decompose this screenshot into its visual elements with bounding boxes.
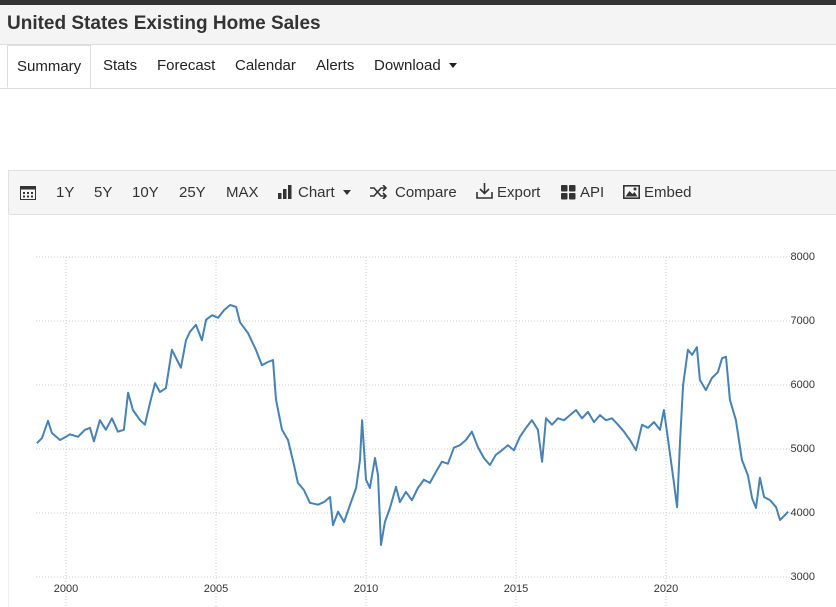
y-tick-label: 6000: [791, 379, 815, 391]
range-button[interactable]: MAX: [226, 184, 259, 201]
tab[interactable]: Forecast: [157, 57, 216, 74]
x-tick-label: 2000: [54, 583, 78, 595]
y-tick-label: 8000: [791, 251, 815, 263]
top-bar: [0, 0, 836, 5]
y-tick-label: 7000: [791, 315, 815, 327]
x-tick-label: 2020: [654, 583, 678, 595]
range-button[interactable]: 10Y: [132, 184, 159, 201]
tab[interactable]: Stats: [103, 57, 138, 74]
chart-icon: [278, 185, 292, 199]
y-tick-label: 4000: [791, 507, 815, 519]
chart-panel: [8, 214, 836, 607]
embed-button[interactable]: Embed: [644, 184, 692, 201]
chart-menu[interactable]: Chart: [298, 184, 335, 201]
caret: [343, 190, 351, 195]
compare-icon: [370, 185, 388, 199]
tab-bar: Summary Stats Forecast Calendar Alerts D…: [0, 45, 836, 89]
data-line: [36, 304, 789, 546]
compare-button[interactable]: Compare: [395, 184, 457, 201]
page-title: United States Existing Home Sales: [7, 13, 321, 34]
export-button[interactable]: Export: [497, 184, 541, 201]
x-tick-label: 2015: [504, 583, 528, 595]
tab[interactable]: Download: [374, 57, 441, 74]
range-button[interactable]: 5Y: [94, 184, 113, 201]
x-tick-label: 2005: [204, 583, 228, 595]
y-tick-label: 3000: [791, 571, 815, 583]
y-tick-label: 5000: [791, 443, 815, 455]
api-button[interactable]: API: [580, 184, 605, 201]
calendar-icon[interactable]: [20, 185, 36, 200]
tab[interactable]: Summary: [7, 45, 91, 88]
tab[interactable]: Calendar: [235, 57, 296, 74]
range-button[interactable]: 1Y: [56, 184, 75, 201]
x-tick-label: 2010: [354, 583, 378, 595]
api-icon: [561, 185, 576, 200]
title-bar: United States Existing Home Sales: [0, 5, 836, 45]
range-button[interactable]: 25Y: [179, 184, 206, 201]
toolbar: 1Y 5Y 10Y 25Y MAX Chart Compare Export A…: [8, 170, 836, 215]
embed-icon: [623, 185, 640, 199]
caret: [449, 63, 457, 68]
export-icon: [476, 183, 493, 199]
tab[interactable]: Alerts: [316, 57, 355, 74]
